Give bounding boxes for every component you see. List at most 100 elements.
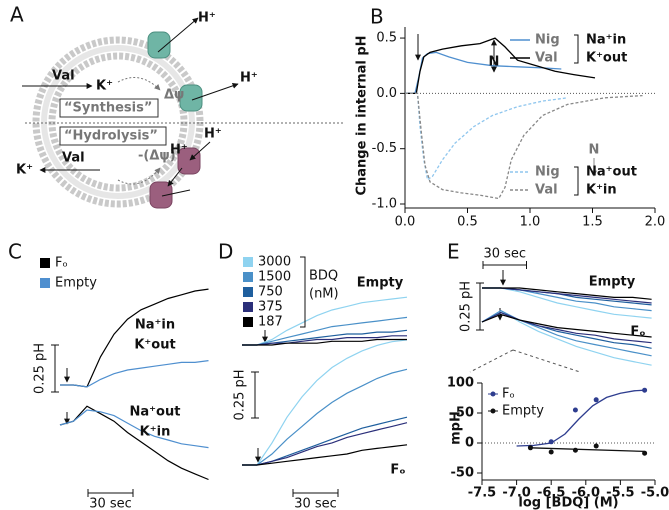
scale-bar-label: 0.25 pH bbox=[33, 343, 48, 394]
diagram-label: “Hydrolysis” bbox=[64, 129, 158, 144]
legend-label: Nig bbox=[535, 165, 560, 180]
point bbox=[548, 449, 554, 455]
annotation: N bbox=[489, 55, 500, 70]
trace bbox=[482, 287, 652, 300]
diagram-label: Val bbox=[52, 69, 75, 84]
group-label: Fₒ bbox=[390, 463, 405, 478]
legend-label: 750 bbox=[258, 285, 283, 300]
legend-condition: K⁺in bbox=[586, 183, 617, 198]
vesicle bbox=[22, 17, 345, 209]
legend-bracket bbox=[574, 34, 579, 64]
scale-bar-label: 30 sec bbox=[89, 497, 132, 510]
fit-line bbox=[530, 447, 645, 453]
x-tick-label: 2.0 bbox=[645, 215, 666, 230]
x-tick-label: 0.0 bbox=[395, 215, 416, 230]
legend-label: 3000 bbox=[258, 255, 291, 270]
trace bbox=[242, 339, 408, 466]
legend-bracket bbox=[300, 256, 306, 328]
y-axis-label: Change in internal pH bbox=[355, 35, 370, 195]
legend-label: 375 bbox=[258, 300, 283, 315]
legend-marker bbox=[490, 391, 496, 397]
trace bbox=[242, 368, 408, 466]
trace bbox=[242, 335, 407, 346]
point bbox=[572, 407, 578, 413]
point bbox=[642, 450, 648, 456]
x-tick-label: -6.0 bbox=[572, 486, 600, 501]
diagram-label: H⁺ bbox=[170, 143, 188, 158]
y-tick-label: 0.0 bbox=[376, 86, 397, 101]
point bbox=[548, 439, 554, 445]
point bbox=[527, 445, 533, 451]
legend-bracket bbox=[574, 166, 579, 196]
legend-label: Val bbox=[535, 183, 558, 198]
trace bbox=[242, 296, 408, 346]
y-tick-label: 0 bbox=[465, 436, 474, 451]
legend-swatch bbox=[243, 287, 253, 297]
legend-swatch bbox=[40, 278, 50, 288]
trace bbox=[481, 313, 652, 338]
trace bbox=[242, 444, 408, 466]
legend-title: BDQ bbox=[309, 269, 338, 284]
scale-bar-label: 0.25 pH bbox=[459, 281, 474, 332]
x-tick-label: -6.5 bbox=[537, 486, 565, 501]
legend-swatch bbox=[243, 302, 253, 312]
panel-letter: D bbox=[218, 240, 233, 264]
point bbox=[593, 443, 599, 449]
legend-label: 1500 bbox=[258, 270, 291, 285]
point bbox=[642, 387, 648, 393]
legend-label: Empty bbox=[502, 404, 544, 419]
scale-bar-x bbox=[482, 261, 527, 269]
panel-letter: E bbox=[447, 240, 460, 264]
panel-letter: C bbox=[8, 240, 22, 264]
legend-swatch bbox=[243, 317, 253, 327]
annotation: N bbox=[589, 143, 600, 158]
y-tick-label: 50 bbox=[456, 406, 474, 421]
trace bbox=[242, 316, 408, 346]
y-tick-label: -50 bbox=[451, 466, 475, 481]
y-axis-label: mpH bbox=[449, 411, 464, 445]
diagram-label: -(Δψ) bbox=[138, 149, 176, 164]
x-tick-label: 1.5 bbox=[582, 215, 603, 230]
group-label: Empty bbox=[357, 276, 404, 291]
legend-label: Fₒ bbox=[502, 387, 515, 402]
scale-bar-y bbox=[51, 344, 59, 393]
panel-letter: A bbox=[10, 3, 24, 27]
legend-condition: K⁺out bbox=[586, 51, 627, 66]
trace bbox=[59, 409, 209, 449]
group-label: Na⁺in bbox=[135, 318, 175, 333]
x-tick-label: -5.5 bbox=[606, 486, 634, 501]
diagram-label: K⁺ bbox=[16, 163, 33, 178]
scale-bar-label: 30 sec bbox=[483, 247, 526, 262]
legend-swatch bbox=[40, 258, 50, 268]
legend-swatch bbox=[243, 272, 253, 282]
group-label: Na⁺out bbox=[130, 405, 181, 420]
legend-condition: Na⁺out bbox=[586, 165, 637, 180]
legend-label: Val bbox=[535, 51, 558, 66]
legend-label: Nig bbox=[535, 33, 560, 48]
x-tick-label: -7.0 bbox=[502, 486, 530, 501]
group-label: Empty bbox=[589, 275, 636, 290]
legend-marker bbox=[490, 408, 496, 414]
trace bbox=[482, 287, 652, 306]
legend-condition: Na⁺in bbox=[586, 33, 626, 48]
trace bbox=[242, 338, 407, 346]
x-tick-label: -7.5 bbox=[468, 486, 496, 501]
trace bbox=[481, 310, 652, 357]
diagram-label: Val bbox=[62, 151, 85, 166]
group-label: Fₒ bbox=[630, 325, 645, 340]
diagram-label: H⁺ bbox=[198, 11, 216, 26]
y-tick-label: 100 bbox=[447, 376, 474, 391]
x-tick-label: -5.0 bbox=[641, 486, 669, 501]
trace bbox=[242, 422, 408, 466]
scale-bar-label: 30 sec bbox=[294, 497, 337, 510]
arrows bbox=[64, 34, 597, 463]
legend-label: 187 bbox=[258, 315, 283, 330]
point bbox=[593, 397, 599, 403]
trace bbox=[59, 405, 209, 481]
group-label: K⁺in bbox=[140, 425, 171, 440]
scale-bar-x bbox=[87, 489, 134, 497]
trace bbox=[60, 360, 209, 388]
fit-line bbox=[516, 389, 645, 447]
diagram-label: “Synthesis” bbox=[64, 101, 152, 116]
diagram-label: H⁺ bbox=[204, 127, 222, 142]
